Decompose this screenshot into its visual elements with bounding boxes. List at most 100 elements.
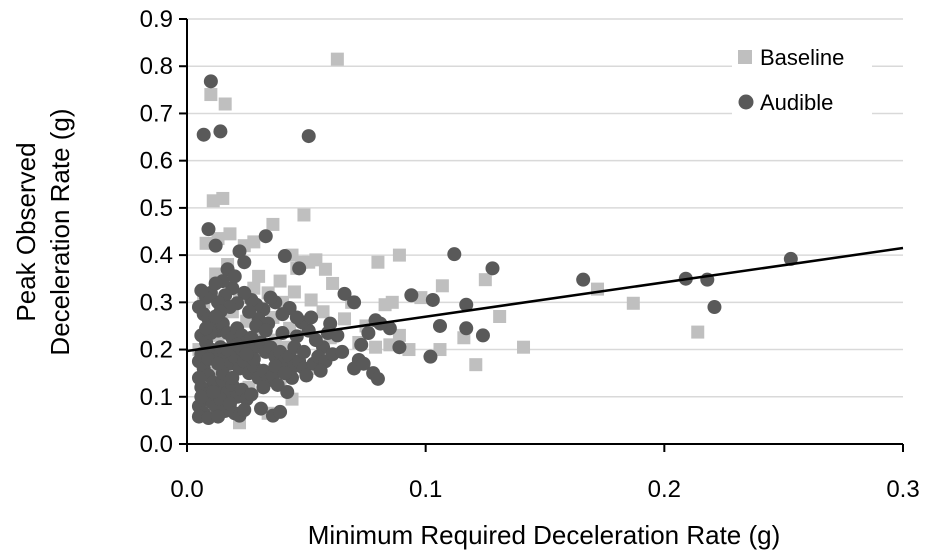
y-tick-label: 0.7 (140, 100, 173, 127)
baseline-point (204, 88, 218, 102)
audible-point (270, 377, 285, 392)
audible-point (273, 404, 288, 419)
x-tick-label: 0.3 (886, 476, 919, 503)
audible-point (361, 326, 376, 341)
legend-audible-marker (738, 94, 754, 110)
audible-point (347, 295, 362, 310)
y-tick-label: 0.2 (140, 337, 173, 364)
audible-point (292, 261, 307, 276)
audible-point (256, 380, 271, 395)
audible-point (239, 347, 254, 362)
legend-audible-label: Audible (760, 90, 833, 115)
audible-point (242, 304, 257, 319)
baseline-point (469, 358, 483, 372)
audible-point (337, 286, 352, 301)
baseline-point (378, 298, 392, 312)
x-tick-label: 0.2 (648, 476, 681, 503)
trendline (186, 246, 904, 353)
audible-point (447, 247, 462, 262)
audible-point (354, 337, 369, 352)
y-axis-title: Peak Observed Deceleration Rate (g) (11, 108, 75, 355)
y-tick-label: 0.4 (140, 242, 173, 269)
legend-background (732, 38, 872, 124)
audible-point (237, 255, 252, 270)
audible-point (263, 290, 278, 305)
baseline-point (218, 97, 232, 111)
baseline-point (371, 255, 385, 269)
baseline-point (273, 274, 287, 288)
audible-point (268, 359, 283, 374)
axis-layer (179, 18, 904, 452)
baseline-point (435, 279, 449, 293)
baseline-point (517, 340, 531, 354)
y-tick-label: 0.3 (140, 289, 173, 316)
baseline-point (252, 269, 266, 283)
audible-point (206, 385, 221, 400)
tick-label-layer: 0.0 0.1 0.2 0.3 0.4 0.5 0.6 0.7 0.8 0.9 0.0 0.1 0.2 0… (140, 6, 920, 503)
audible-point (201, 222, 216, 237)
audible-point (304, 310, 319, 325)
audible-point (423, 349, 438, 364)
baseline-point (266, 217, 280, 231)
audible-point (356, 356, 371, 371)
audible-point (258, 229, 273, 244)
audible-point (313, 363, 328, 378)
audible-point (783, 251, 798, 266)
audible-point (475, 328, 490, 343)
baseline-point (478, 273, 492, 287)
audible-point (208, 309, 223, 324)
audible-point (459, 297, 474, 312)
audible-point (208, 276, 223, 291)
y-tick-label: 0.9 (140, 6, 173, 33)
audible-point (576, 272, 591, 287)
audible-point (227, 269, 242, 284)
audible-point (244, 387, 259, 402)
audible-point (299, 368, 314, 383)
baseline-point (626, 296, 640, 310)
audible-point (277, 366, 292, 381)
audible-point (213, 124, 228, 139)
y-axis-title-line-2: Deceleration Rate (g) (45, 108, 75, 355)
audible-point (199, 321, 214, 336)
audible-point (237, 285, 252, 300)
legend-baseline-marker (738, 50, 752, 64)
legend-baseline-label: Baseline (760, 45, 844, 70)
audible-point (335, 344, 350, 359)
x-tick-label: 0.0 (170, 476, 203, 503)
audible-point (280, 385, 295, 400)
audible-point (296, 344, 311, 359)
audible-point (194, 389, 209, 404)
x-axis-title: Minimum Required Deceleration Rate (g) (308, 520, 781, 550)
y-axis-title-line-1: Peak Observed (11, 142, 41, 321)
audible-point (432, 318, 447, 333)
audible-point (211, 356, 226, 371)
audible-point (370, 371, 385, 386)
baseline-point (392, 248, 406, 262)
audible-point (301, 129, 316, 144)
baseline-point (369, 340, 383, 354)
baseline-point (206, 194, 220, 208)
legend: Baseline Audible (732, 38, 872, 124)
audible-point (277, 249, 292, 264)
audible-point (225, 370, 240, 385)
baseline-point (433, 343, 447, 357)
baseline-point (691, 325, 705, 339)
audible-point (196, 127, 211, 142)
audible-point (237, 403, 252, 417)
baseline-point (318, 262, 332, 276)
baseline-point (338, 312, 352, 326)
baseline-point (247, 235, 261, 249)
baseline-point (287, 285, 301, 299)
baseline-point (326, 276, 340, 290)
audible-point (194, 283, 209, 298)
trendline-layer (186, 246, 904, 353)
audible-point (275, 307, 290, 322)
audible-point (203, 74, 218, 89)
audible-point (707, 300, 722, 315)
y-tick-label: 0.8 (140, 53, 173, 80)
audible-point (459, 321, 474, 336)
y-tick-label: 0.1 (140, 384, 173, 411)
baseline-point (316, 305, 330, 319)
